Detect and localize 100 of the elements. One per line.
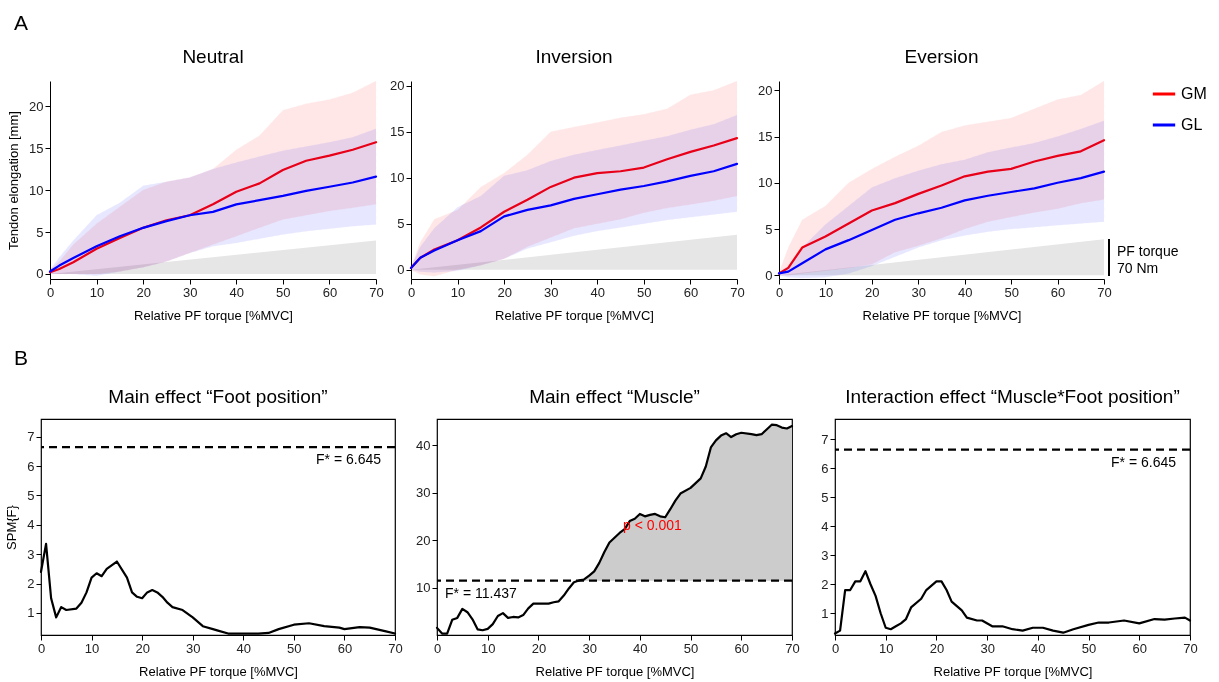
y-tick-label: 10: [758, 175, 773, 191]
x-tick-label: 20: [865, 284, 880, 300]
x-tick-label: 10: [480, 640, 496, 656]
x-tick-label: 70: [388, 640, 403, 656]
x-tick-label: 50: [287, 640, 302, 656]
y-tick-label: 5: [821, 489, 829, 505]
line-series: [409, 162, 739, 270]
y-tick-label: 2: [821, 576, 829, 592]
x-tick-label: 20: [531, 640, 547, 656]
y-tick-label: 30: [416, 485, 431, 501]
x-tick-label: 40: [633, 640, 648, 656]
y-tick-label: 5: [397, 216, 405, 232]
ref-line-label: F* = 11.437: [445, 584, 517, 601]
x-tick-label: 50: [1004, 284, 1019, 300]
x-tick-label: 0: [831, 640, 840, 656]
legend-label: GL: [1181, 116, 1203, 133]
x-axis-title: Relative PF torque [%MVC]: [535, 663, 695, 679]
y-axis-title: SPM{F}: [4, 504, 20, 550]
chart-title: Eversion: [904, 46, 979, 67]
y-tick-label: 2: [27, 576, 35, 592]
line-series: [777, 170, 1106, 275]
y-tick-label: 20: [390, 78, 405, 94]
y-tick-label: 15: [29, 140, 44, 156]
text: A: [14, 10, 29, 36]
x-axis-title: Relative PF torque [%MVC]: [862, 307, 1022, 323]
y-tick-label: 0: [765, 267, 773, 283]
y-tick-label: 5: [765, 221, 773, 237]
chart-title: Main effect “Foot position”: [108, 386, 328, 407]
x-tick-label: 30: [911, 284, 927, 300]
y-tick-label: 40: [416, 437, 431, 453]
x-tick-label: 50: [637, 284, 652, 300]
y-axis-title: Tendon elongation [mm]: [6, 111, 22, 250]
x-tick-label: 0: [46, 284, 55, 300]
x-tick-label: 0: [433, 640, 442, 656]
text: PF torque: [1117, 243, 1179, 260]
x-axis-title: Relative PF torque [%MVC]: [139, 663, 298, 679]
x-tick-label: 60: [1050, 284, 1066, 300]
x-tick-label: 50: [276, 284, 291, 300]
y-tick-label: 7: [27, 429, 35, 445]
x-tick-label: 70: [369, 284, 384, 300]
x-tick-label: 70: [785, 640, 800, 656]
x-tick-label: 40: [957, 284, 973, 300]
y-tick-label: 6: [27, 458, 35, 474]
x-tick-label: 60: [734, 640, 750, 656]
line-series: [435, 423, 794, 635]
x-tick-label: 10: [878, 640, 894, 656]
x-tick-label: 30: [543, 284, 559, 300]
x-tick-label: 50: [1081, 640, 1097, 656]
x-tick-label: 70: [1183, 640, 1198, 656]
y-tick-label: 4: [27, 517, 35, 533]
y-tick-label: 0: [397, 262, 405, 278]
y-tick-label: 20: [416, 532, 431, 548]
x-tick-label: 30: [582, 640, 597, 656]
text: 70 Nm: [1117, 259, 1160, 277]
chart-title: Inversion: [535, 46, 613, 67]
x-tick-label: 60: [683, 284, 699, 300]
chart-title: Main effect “Muscle”: [529, 386, 700, 407]
x-axis-title: Relative PF torque [%MVC]: [933, 663, 1093, 679]
x-tick-label: 40: [1031, 640, 1046, 656]
x-tick-label: 30: [182, 284, 198, 300]
chart-title: Interaction effect “Muscle*Foot position”: [845, 386, 1180, 407]
x-tick-label: 20: [135, 640, 150, 656]
x-tick-label: 10: [450, 284, 466, 300]
y-tick-label: 0: [36, 266, 44, 282]
ref-line-label: F* = 6.645: [316, 451, 382, 468]
x-tick-label: 60: [1132, 640, 1148, 656]
x-tick-label: 0: [775, 284, 784, 300]
x-tick-label: 10: [84, 640, 100, 656]
x-tick-label: 30: [185, 640, 201, 656]
x-axis-title: Relative PF torque [%MVC]: [134, 307, 293, 323]
y-tick-label: 15: [390, 124, 405, 140]
y-tick-label: 20: [758, 82, 773, 98]
y-tick-label: 15: [758, 129, 773, 145]
x-tick-label: 50: [683, 640, 699, 656]
y-tick-label: 6: [821, 460, 829, 476]
y-tick-label: 5: [27, 487, 35, 503]
y-tick-label: 4: [821, 518, 829, 534]
annotation: p < 0.001: [623, 517, 682, 534]
x-tick-label: 70: [730, 284, 745, 300]
y-tick-label: 10: [416, 580, 431, 596]
y-tick-label: 10: [390, 170, 405, 186]
x-tick-label: 40: [229, 284, 245, 300]
y-tick-label: 3: [821, 547, 829, 563]
x-tick-label: 60: [322, 284, 338, 300]
y-tick-label: 7: [821, 431, 829, 447]
x-tick-label: 60: [337, 640, 353, 656]
legend-label: GM: [1181, 85, 1207, 102]
y-tick-label: 20: [29, 98, 44, 114]
x-tick-label: 30: [980, 640, 995, 656]
y-tick-label: 5: [36, 224, 44, 240]
x-tick-label: 10: [89, 284, 105, 300]
x-tick-label: 20: [497, 284, 512, 300]
ref-line-label: F* = 6.645: [1111, 453, 1177, 470]
y-tick-label: 1: [821, 605, 829, 621]
y-tick-label: 3: [27, 546, 35, 562]
line-series: [48, 175, 378, 273]
y-tick-label: 10: [29, 182, 44, 198]
x-tick-label: 20: [136, 284, 151, 300]
x-axis-title: Relative PF torque [%MVC]: [495, 307, 654, 323]
y-tick-label: 1: [27, 605, 35, 621]
